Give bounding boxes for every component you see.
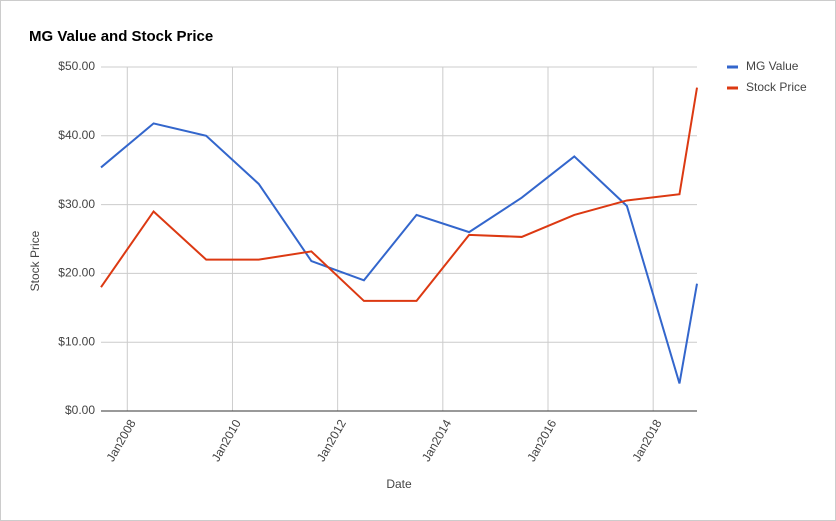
y-tick-label: $50.00: [58, 59, 95, 73]
y-tick-label: $10.00: [58, 334, 95, 348]
x-axis-label: Date: [386, 477, 412, 491]
y-tick-label: $0.00: [65, 403, 95, 417]
legend-label: MG Value: [746, 59, 799, 73]
data-line: [100, 87, 698, 302]
chart-title: MG Value and Stock Price: [29, 28, 213, 45]
data-line: [100, 122, 698, 384]
y-tick-label: $30.00: [58, 197, 95, 211]
y-tick-label: $20.00: [58, 266, 95, 280]
y-axis-label: Stock Price: [28, 230, 42, 291]
y-tick-label: $40.00: [58, 128, 95, 142]
legend-label: Stock Price: [746, 80, 807, 94]
